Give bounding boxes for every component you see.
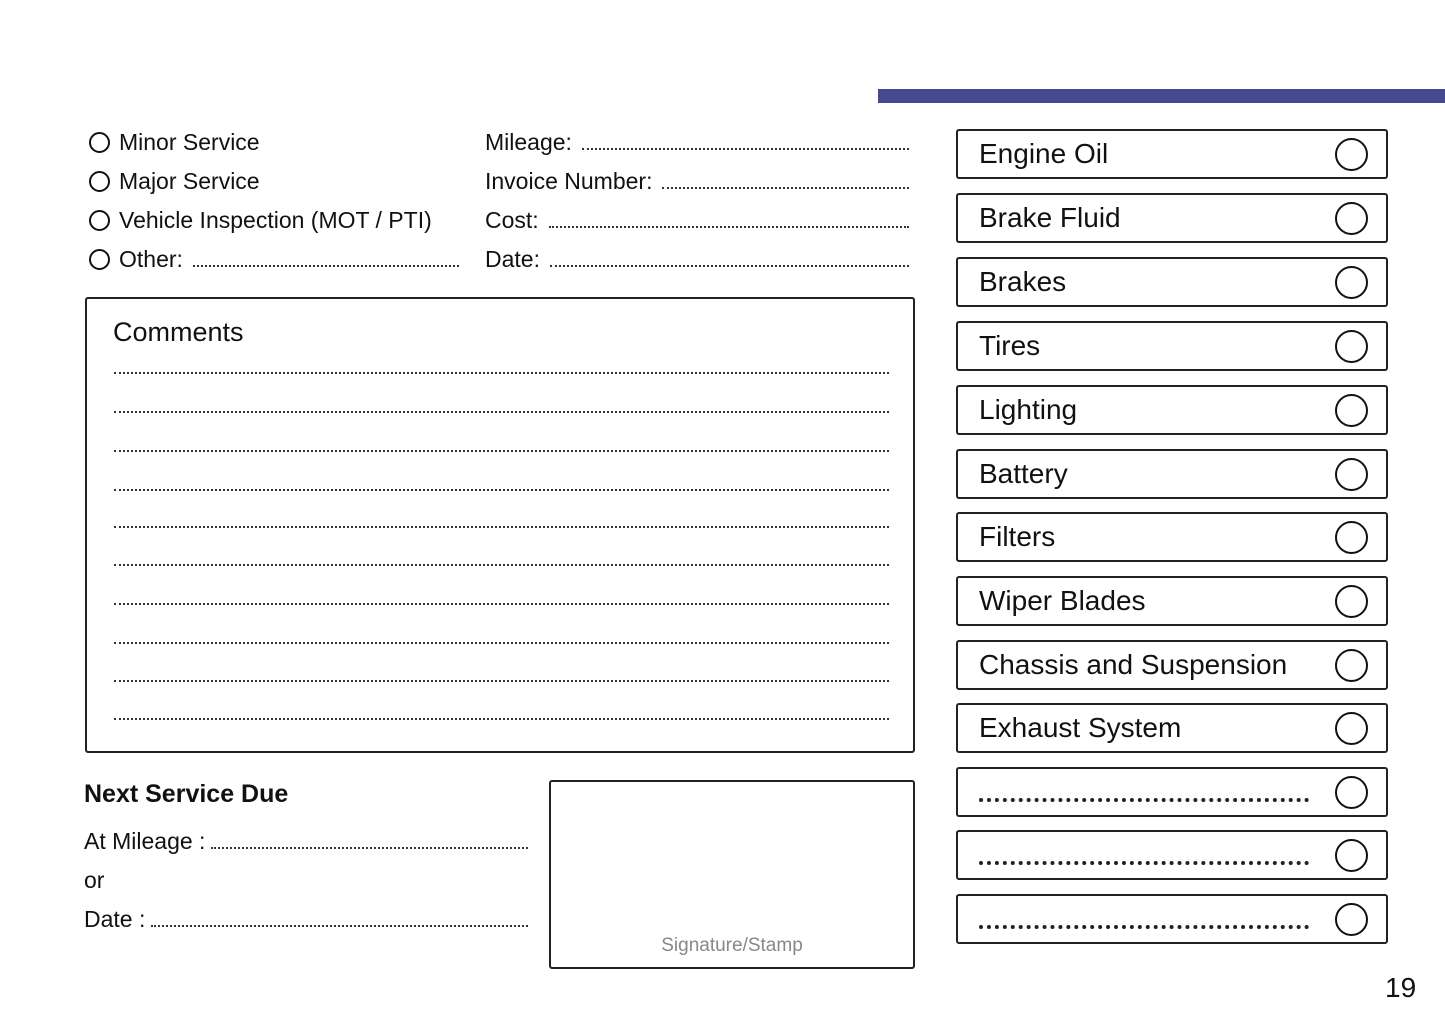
checklist-item-label: Wiper Blades [979, 585, 1146, 616]
comment-line[interactable] [114, 680, 889, 682]
checkbox-circle-icon[interactable] [1335, 712, 1368, 745]
comment-line[interactable] [114, 489, 889, 491]
field-label: Invoice Number: [485, 167, 653, 194]
comment-line[interactable] [114, 564, 889, 566]
checklist-item-label: Brakes [979, 266, 1067, 297]
or-text: or [84, 866, 105, 893]
comments-title: Comments [113, 317, 244, 347]
next-service-title: Next Service Due [84, 780, 289, 808]
service-type-inspection[interactable]: Vehicle Inspection (MOT / PTI) [89, 206, 432, 234]
checkbox-circle-icon[interactable] [1335, 394, 1368, 427]
next-date-field[interactable]: Date : [84, 905, 528, 933]
service-type-major[interactable]: Major Service [89, 167, 260, 195]
checklist-item[interactable]: Exhaust System [956, 703, 1388, 753]
checklist-item-label: Chassis and Suspension [979, 649, 1288, 680]
comment-line[interactable] [114, 603, 889, 605]
checkbox-circle-icon[interactable] [1335, 585, 1368, 618]
checklist-item[interactable]: Brake Fluid [956, 193, 1388, 243]
next-mileage-field[interactable]: At Mileage : [84, 827, 528, 855]
date-field[interactable]: Date: [485, 245, 909, 273]
field-label: Cost: [485, 206, 539, 233]
checklist-item[interactable] [956, 767, 1388, 817]
checklist-item-label: Battery [979, 458, 1068, 489]
checklist-item[interactable]: Tires [956, 321, 1388, 371]
service-type-minor[interactable]: Minor Service [89, 128, 260, 156]
checklist-item-label: Tires [979, 330, 1041, 361]
field-input-line[interactable] [581, 148, 909, 150]
field-input-line[interactable] [662, 187, 909, 189]
field-input-line[interactable] [549, 265, 909, 267]
field-label: Mileage: [485, 128, 572, 155]
field-label: At Mileage : [84, 827, 206, 854]
checkbox-circle-icon[interactable] [1335, 649, 1368, 682]
invoice-number-field[interactable]: Invoice Number: [485, 167, 909, 195]
service-type-label: Other: [119, 245, 183, 272]
radio-icon[interactable] [89, 170, 110, 192]
checklist-blank-line[interactable] [979, 798, 1309, 802]
checkbox-circle-icon[interactable] [1335, 202, 1368, 235]
checkbox-circle-icon[interactable] [1335, 839, 1368, 872]
checklist-item[interactable]: Filters [956, 512, 1388, 562]
comment-line[interactable] [114, 718, 889, 720]
page-number: 19 [1385, 972, 1417, 1003]
checklist-item[interactable]: Lighting [956, 385, 1388, 435]
checklist-blank-line[interactable] [979, 925, 1309, 929]
checklist-item[interactable]: Wiper Blades [956, 576, 1388, 626]
field-label: Date: [485, 245, 540, 272]
checklist-item-label: Engine Oil [979, 138, 1109, 169]
signature-stamp-box[interactable]: Signature/Stamp [549, 780, 915, 969]
comment-line[interactable] [114, 411, 889, 413]
radio-icon[interactable] [89, 248, 110, 270]
checklist-item[interactable]: Chassis and Suspension [956, 640, 1388, 690]
checklist-item[interactable]: Brakes [956, 257, 1388, 307]
checklist-item[interactable] [956, 830, 1388, 880]
checkbox-circle-icon[interactable] [1335, 266, 1368, 299]
checklist-item-label: Lighting [979, 394, 1078, 425]
comment-line[interactable] [114, 450, 889, 452]
checklist-item-label: Filters [979, 521, 1056, 552]
checklist-item-label: Brake Fluid [979, 202, 1121, 233]
checkbox-circle-icon[interactable] [1335, 138, 1368, 171]
checkbox-circle-icon[interactable] [1335, 330, 1368, 363]
service-type-label: Minor Service [119, 128, 260, 155]
comment-line[interactable] [114, 372, 889, 374]
comment-line[interactable] [114, 642, 889, 644]
signature-label: Signature/Stamp [661, 935, 803, 956]
comment-line[interactable] [114, 526, 889, 528]
other-input-line[interactable] [192, 265, 459, 267]
checkbox-circle-icon[interactable] [1335, 458, 1368, 491]
header-accent-bar [878, 89, 1445, 103]
service-type-label: Major Service [119, 167, 260, 194]
checklist-item[interactable] [956, 894, 1388, 944]
radio-icon[interactable] [89, 131, 110, 153]
service-type-label: Vehicle Inspection (MOT / PTI) [119, 206, 432, 233]
radio-icon[interactable] [89, 209, 110, 231]
field-input-line[interactable] [548, 226, 909, 228]
checkbox-circle-icon[interactable] [1335, 903, 1368, 936]
checkbox-circle-icon[interactable] [1335, 776, 1368, 809]
checklist-blank-line[interactable] [979, 861, 1309, 865]
checklist-item-label: Exhaust System [979, 712, 1182, 743]
next-or-label: or [84, 866, 528, 894]
field-input-line[interactable] [211, 847, 528, 849]
checkbox-circle-icon[interactable] [1335, 521, 1368, 554]
checklist-item[interactable]: Engine Oil [956, 129, 1388, 179]
field-input-line[interactable] [151, 925, 528, 927]
checklist-item[interactable]: Battery [956, 449, 1388, 499]
comments-box[interactable]: Comments [85, 297, 915, 753]
mileage-field[interactable]: Mileage: [485, 128, 909, 156]
service-type-other[interactable]: Other: [89, 245, 459, 273]
field-label: Date : [84, 905, 146, 932]
cost-field[interactable]: Cost: [485, 206, 909, 234]
